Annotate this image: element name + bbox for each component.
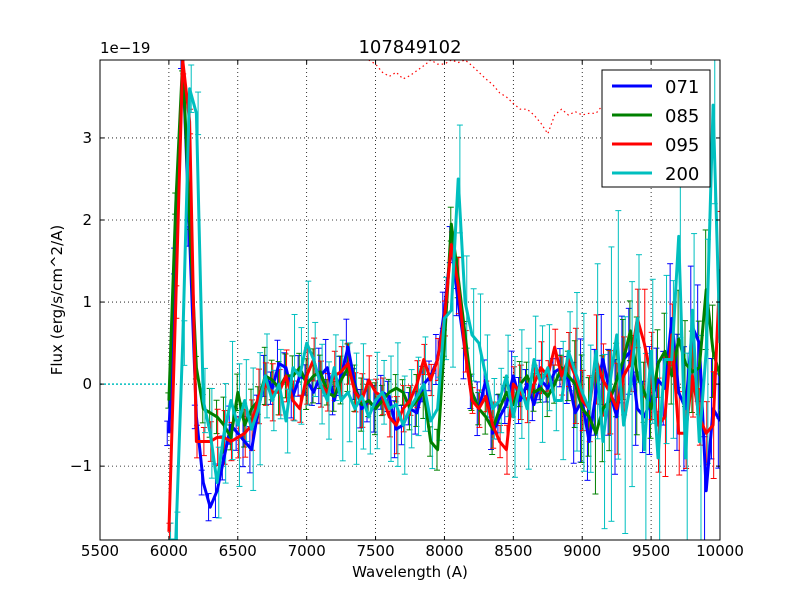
x-tick-label: 6500 [219,542,257,560]
legend: 071 085 095 200 [601,69,711,188]
series-line-reference-dotted [368,60,611,135]
y-offset-text: 1e−19 [100,39,150,57]
chart-title: 107849102 [358,37,461,58]
legend-label-095: 095 [665,135,699,156]
x-tick-label: 9000 [563,542,601,560]
x-tick-label: 6000 [150,542,188,560]
legend-box [601,69,711,188]
y-tick-label: 0 [82,375,92,393]
x-tick-label: 8500 [494,542,532,560]
y-axis-label: Flux (erg/s/cm^2/A) [48,225,66,376]
legend-label-085: 085 [665,106,699,127]
x-tick-label: 8000 [425,542,463,560]
x-tick-label: 7000 [288,542,326,560]
legend-label-200: 200 [665,164,699,185]
plot-frame [99,59,721,541]
legend-label-071: 071 [665,77,699,98]
x-tick-label: 10000 [696,542,744,560]
x-axis-label: Wavelength (A) [352,563,468,581]
y-tick-label: 3 [82,129,92,147]
x-tick-label: 5500 [81,542,119,560]
y-tick-label: 1 [82,293,92,311]
y-tick-label: 2 [82,211,92,229]
x-tick-label: 9500 [632,542,670,560]
series-line-200 [168,87,720,540]
y-tick-label: −1 [70,457,92,475]
x-tick-label: 7500 [356,542,394,560]
